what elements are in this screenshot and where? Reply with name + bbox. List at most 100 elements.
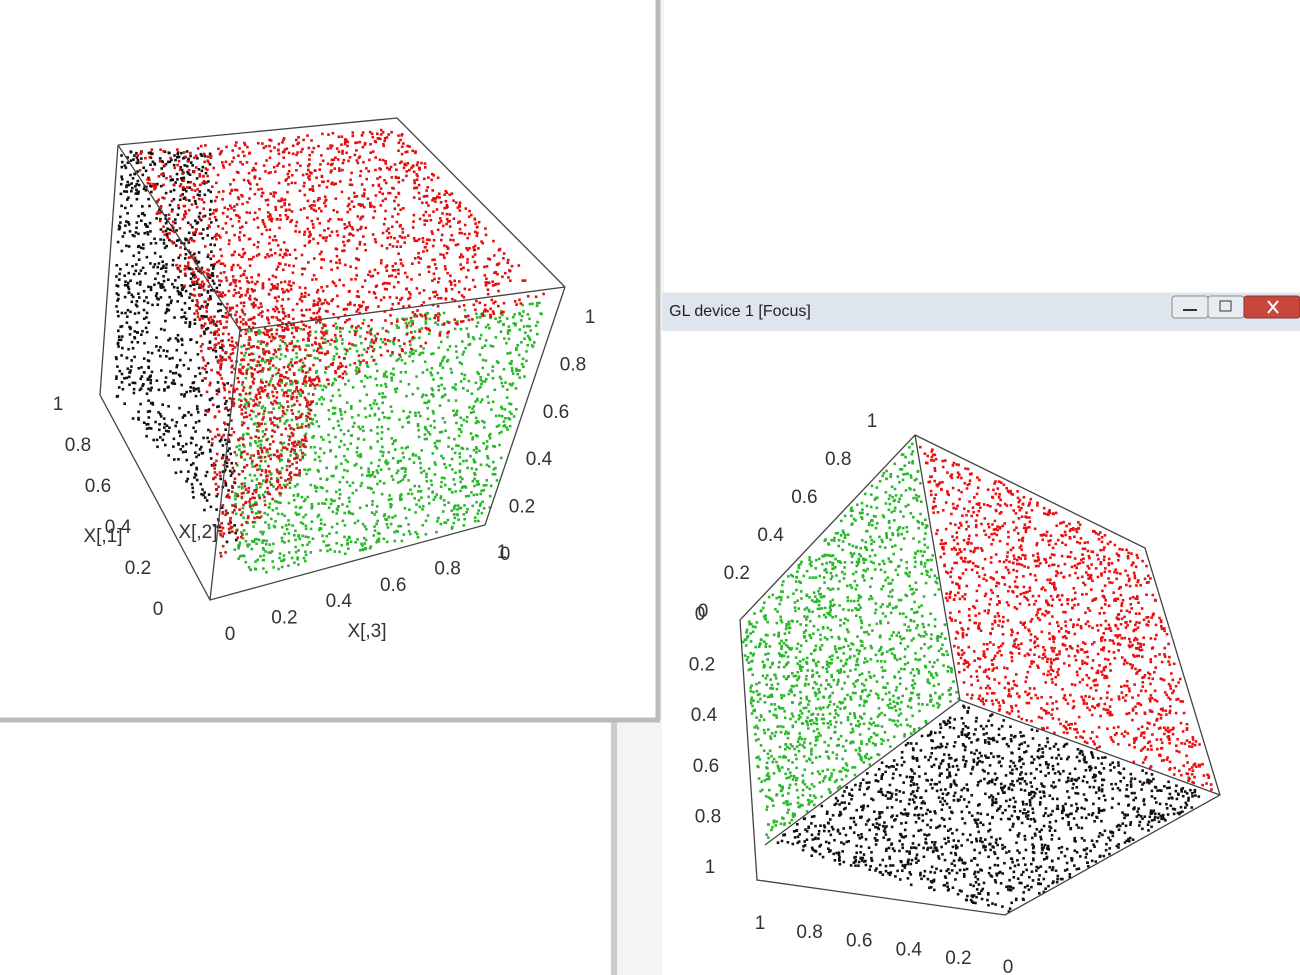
point [261,532,264,536]
point [380,259,383,262]
point [264,199,268,202]
point [187,256,191,259]
point [390,322,393,325]
point [365,393,369,396]
point [238,393,242,396]
point [321,486,324,490]
point [352,344,356,347]
point [240,399,243,403]
point [422,250,425,253]
point [260,315,264,318]
point [515,303,518,306]
point [307,425,311,429]
point [161,283,164,286]
point [206,436,209,440]
point [282,391,286,394]
point [171,282,174,286]
point [272,353,276,356]
point [535,304,539,308]
point [891,495,894,499]
point [211,272,214,275]
point [434,463,437,466]
point [142,166,145,169]
point [203,193,207,197]
point [156,272,160,275]
point [350,226,354,229]
point [274,400,277,404]
point [305,404,309,408]
point [246,201,249,204]
point [834,709,837,712]
point [486,309,489,313]
point [303,377,306,380]
point [318,168,321,171]
point [196,187,199,191]
minimize-button[interactable] [1171,295,1209,319]
point [278,384,282,387]
point [384,160,387,163]
point [176,156,179,159]
point [207,408,211,411]
point [284,342,287,345]
point [296,456,299,460]
point [790,684,794,688]
point [384,197,387,201]
point [320,286,323,289]
point [290,409,294,412]
point [478,449,481,453]
point [425,475,428,479]
point [428,265,431,269]
point [277,501,280,504]
point [206,227,209,230]
point [497,304,500,308]
point [231,504,234,507]
point [308,153,311,157]
point [355,257,358,260]
point [884,578,887,582]
point [380,128,383,132]
point [286,365,290,368]
point [478,504,482,507]
point [188,296,191,299]
point [391,225,394,229]
point [196,221,200,224]
point [320,435,323,439]
point [201,451,205,455]
point [288,486,292,490]
point [508,410,512,414]
point [832,678,835,682]
point [182,363,186,367]
point [286,419,289,422]
point [474,421,478,425]
point [368,414,372,417]
maximize-button[interactable] [1207,295,1245,319]
point [423,360,427,364]
point [288,264,291,267]
point [419,344,423,348]
point [276,425,280,429]
point [120,381,124,384]
point [175,263,178,267]
point [325,329,329,333]
point [289,383,292,386]
point [321,534,324,537]
point [257,456,260,459]
point [357,359,361,363]
point [162,150,165,153]
point [417,490,420,493]
point [237,291,241,294]
point [259,364,262,367]
point [276,382,280,385]
point [231,344,235,347]
point [402,166,406,170]
point [290,383,294,386]
point [280,442,284,446]
point [228,192,232,195]
point [334,197,338,200]
point [200,324,204,327]
point [478,337,482,340]
point [268,362,271,365]
plot-area [0,0,656,718]
point [258,464,262,468]
point [205,390,209,394]
